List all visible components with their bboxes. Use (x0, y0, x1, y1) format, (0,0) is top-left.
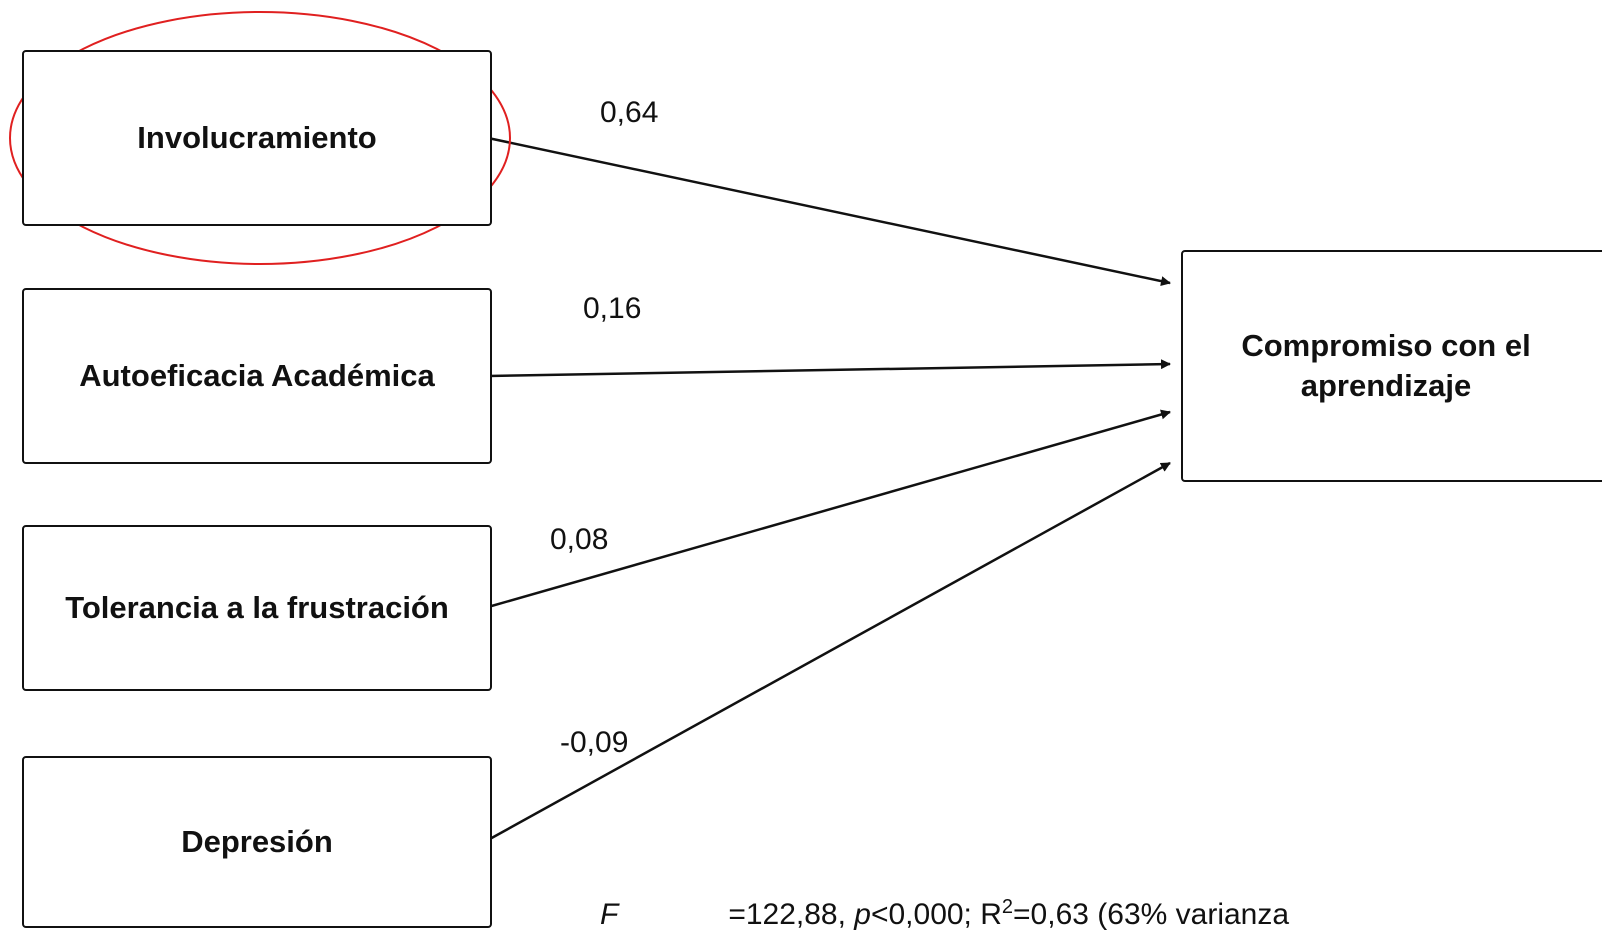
predictor-label: Depresión (181, 823, 333, 859)
coefficient-label-autoeficacia: 0,16 (583, 292, 642, 325)
predictor-box-autoeficacia: Autoeficacia Académica (22, 288, 492, 464)
predictor-box-depresion: Depresión (22, 756, 492, 928)
stats-p-value: <0,000; R (870, 898, 1002, 931)
path-autoeficacia (487, 359, 1171, 378)
coefficient-label-involucramiento: 0,64 (600, 96, 659, 129)
predictor-label: Tolerancia a la frustración (65, 589, 449, 625)
outcome-label: Compromiso con el aprendizaje (1241, 327, 1531, 403)
coefficient-label-depresion: -0,09 (560, 726, 629, 759)
stats-p-label: p (854, 898, 871, 931)
outcome-box: Compromiso con el aprendizaje (1181, 250, 1602, 482)
predictor-label: Autoeficacia Académica (79, 357, 435, 393)
stats-r-value: =0,63 (63% varianza (1013, 898, 1290, 931)
highlight-circle (9, 11, 511, 265)
predictor-label: Involucramiento (137, 119, 377, 155)
stats-f-label: F (600, 898, 619, 931)
path-tolerancia (487, 409, 1171, 609)
coefficient-label-tolerancia: 0,08 (550, 523, 609, 556)
predictor-box-tolerancia: Tolerancia a la frustración (22, 525, 492, 691)
path-involucramiento (487, 136, 1171, 287)
stats-f-value: =122,88, (728, 898, 855, 931)
stats-superscript: 2 (1001, 896, 1014, 918)
regression-stats: F =122,88, p<0,000; R2=0,63 (63% varianza (600, 896, 1289, 932)
path-depresion (487, 461, 1171, 842)
predictor-box-involucramiento: Involucramiento (22, 50, 492, 226)
